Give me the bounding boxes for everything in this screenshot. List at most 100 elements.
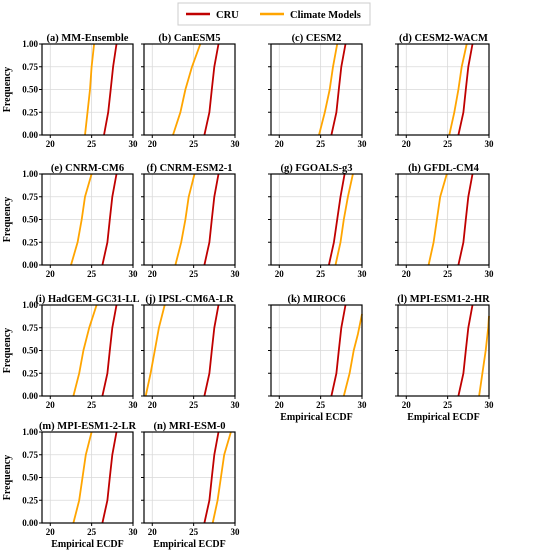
series-line-climate-models (72, 304, 98, 397)
series-line-climate-models (144, 304, 166, 397)
x-tick-label: 25 (189, 400, 199, 410)
series-line-climate-models (342, 313, 363, 397)
series-line-climate-models (334, 173, 354, 266)
x-tick-label: 20 (46, 139, 56, 149)
series-line-cru (330, 304, 347, 397)
panel-title: (j) IPSL-CM6A-LR (145, 294, 234, 305)
panel-4: (d) CESM2-WACM 20 25 30 (395, 33, 494, 149)
x-tick-label: 30 (129, 400, 139, 410)
x-tick-label: 20 (275, 269, 285, 279)
panel-7: (g) FGOALS-g3 20 25 30 (268, 163, 367, 279)
x-tick-label: 20 (402, 269, 412, 279)
y-tick-label: 0.25 (22, 495, 38, 505)
legend-label-cru: CRU (216, 10, 239, 21)
x-tick-label: 20 (275, 139, 285, 149)
x-tick-label: 25 (189, 527, 199, 537)
x-tick-label: 30 (129, 139, 139, 149)
legend-label-models: Climate Models (290, 10, 361, 21)
x-tick-label: 25 (316, 139, 326, 149)
series-line-cru (203, 431, 220, 524)
panel-14: (n) MRI-ESM-0 20 25 30 Empirical ECDF (141, 421, 240, 550)
panel-title: (d) CESM2-WACM (399, 33, 488, 44)
x-tick-label: 25 (87, 400, 97, 410)
x-tick-label: 20 (402, 139, 412, 149)
panel-10: (j) IPSL-CM6A-LR 20 25 30 (141, 294, 240, 410)
series-line-climate-models (427, 173, 448, 266)
y-tick-label: 0.00 (22, 260, 38, 270)
panel-9: (i) HadGEM-GC31-LL 20 25 30 0.00 0.25 0.50 0.75… (2, 294, 140, 410)
y-tick-label: 1.00 (22, 39, 38, 49)
series-line-climate-models (318, 43, 339, 136)
y-tick-label: 0.50 (22, 215, 38, 225)
x-tick-label: 25 (87, 269, 97, 279)
panel-2: (b) CanESM5 20 25 30 (141, 33, 240, 149)
y-tick-label: 0.50 (22, 85, 38, 95)
y-tick-label: 0.75 (22, 450, 38, 460)
y-tick-label: 0.25 (22, 237, 38, 247)
y-axis-label: Frequency (2, 67, 13, 112)
panel-title: (m) MPI-ESM1-2-LR (39, 421, 137, 432)
x-tick-label: 20 (46, 527, 56, 537)
x-tick-label: 25 (316, 269, 326, 279)
x-tick-label: 25 (443, 139, 453, 149)
x-tick-label: 30 (485, 139, 495, 149)
y-tick-label: 0.75 (22, 323, 38, 333)
x-tick-label: 20 (148, 269, 158, 279)
series-line-climate-models (72, 431, 93, 524)
y-tick-label: 1.00 (22, 169, 38, 179)
series-line-climate-models (70, 173, 93, 266)
x-axis-label: Empirical ECDF (153, 539, 226, 550)
x-tick-label: 30 (231, 269, 241, 279)
series-line-cru (103, 43, 118, 136)
series-line-cru (203, 173, 220, 266)
panel-11: (k) MIROC6 20 25 30 Empirical ECDF (268, 294, 367, 423)
x-tick-label: 25 (443, 400, 453, 410)
series-line-cru (457, 173, 474, 266)
series-line-climate-models (172, 43, 202, 136)
x-tick-label: 30 (358, 400, 368, 410)
panel-title: (b) CanESM5 (158, 33, 220, 44)
panel-5: (e) CNRM-CM6 20 25 30 0.00 0.25 0.50 0.75 1.00 Fr… (2, 163, 138, 279)
x-tick-label: 20 (46, 269, 56, 279)
x-tick-label: 30 (231, 527, 241, 537)
x-tick-label: 30 (485, 269, 495, 279)
series-line-cru (101, 431, 118, 524)
series-line-cru (203, 304, 220, 397)
x-tick-label: 25 (316, 400, 326, 410)
series-line-cru (101, 304, 118, 397)
panel-title: (i) HadGEM-GC31-LL (35, 294, 139, 305)
panel-title: (e) CNRM-CM6 (51, 163, 124, 174)
y-tick-label: 0.75 (22, 62, 38, 72)
y-axis-label: Frequency (2, 197, 13, 242)
y-tick-label: 0.25 (22, 107, 38, 117)
y-tick-label: 0.00 (22, 391, 38, 401)
y-tick-label: 0.00 (22, 518, 38, 528)
panel-title: (n) MRI-ESM-0 (153, 421, 225, 432)
panel-title: (k) MIROC6 (287, 294, 345, 305)
y-tick-label: 1.00 (22, 427, 38, 437)
x-tick-label: 30 (231, 139, 241, 149)
x-tick-label: 30 (485, 400, 495, 410)
x-tick-label: 25 (443, 269, 453, 279)
panel-title: (f) CNRM-ESM2-1 (146, 163, 232, 174)
panel-title: (g) FGOALS-g3 (280, 163, 352, 174)
x-tick-label: 25 (87, 527, 97, 537)
y-tick-label: 0.00 (22, 130, 38, 140)
x-tick-label: 30 (129, 527, 139, 537)
panel-8: (h) GFDL-CM4 20 25 30 (395, 163, 494, 279)
x-tick-label: 25 (87, 139, 97, 149)
x-axis-label: Empirical ECDF (280, 412, 353, 423)
series-line-cru (457, 43, 474, 136)
x-tick-label: 20 (402, 400, 412, 410)
series-line-climate-models (84, 43, 95, 136)
x-tick-label: 30 (129, 269, 139, 279)
x-tick-label: 20 (46, 400, 56, 410)
y-tick-label: 0.50 (22, 473, 38, 483)
y-tick-label: 1.00 (22, 300, 38, 310)
series-line-cru (101, 173, 118, 266)
series-line-cru (328, 173, 346, 266)
y-axis-label: Frequency (2, 328, 13, 373)
series-line-cru (203, 43, 220, 136)
x-tick-label: 25 (189, 269, 199, 279)
x-tick-label: 30 (231, 400, 241, 410)
